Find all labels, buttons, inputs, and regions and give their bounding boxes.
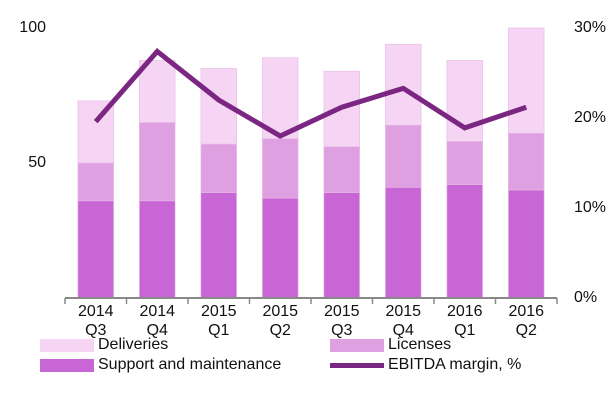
bar-segment <box>508 133 545 191</box>
bar-segment <box>262 197 299 299</box>
x-tick-label: 2015 Q2 <box>262 303 299 339</box>
x-tick-label: 2014 Q4 <box>139 303 176 339</box>
legend-swatch <box>40 338 94 352</box>
legend-item: Support and maintenance <box>40 355 281 375</box>
bar-segment <box>385 124 422 188</box>
bar-segment <box>77 162 114 202</box>
x-tick-label: 2015 Q4 <box>385 303 422 339</box>
x-tick-label: 2016 Q1 <box>446 303 483 339</box>
x-tick-label: 2015 Q3 <box>323 303 360 339</box>
y2-tick-label: 30% <box>574 19 606 36</box>
legend-item: Deliveries <box>40 335 168 355</box>
y-tick-label: 50 <box>28 154 46 171</box>
legend-item: EBITDA margin, % <box>330 355 521 375</box>
legend-swatch <box>40 358 94 372</box>
legend-item: Licenses <box>330 335 451 355</box>
line-series <box>93 47 528 139</box>
bar-segment <box>385 187 422 299</box>
bar-segment <box>446 184 483 299</box>
bar-segment <box>200 143 237 194</box>
x-tick-label: 2016 Q2 <box>508 303 545 339</box>
bar-segment <box>508 27 545 134</box>
bar-segment <box>77 200 114 299</box>
bar-segment <box>508 189 545 299</box>
bar-segment <box>200 192 237 299</box>
y-tick-label: 100 <box>19 19 46 36</box>
bar-segment <box>323 146 360 194</box>
y2-tick-label: 10% <box>574 199 606 216</box>
bar-segment <box>139 60 176 123</box>
bar-segment <box>262 57 299 140</box>
bar-segment <box>139 200 176 299</box>
legend-swatch <box>330 362 384 368</box>
bar-segment <box>385 43 422 126</box>
legend-label: EBITDA margin, % <box>388 356 522 373</box>
legend-label: Deliveries <box>98 336 169 353</box>
y2-tick-label: 20% <box>574 109 606 126</box>
bar-segment <box>446 141 483 185</box>
legend-label: Licenses <box>388 336 452 353</box>
bar-segment <box>323 192 360 299</box>
bar-segment <box>139 122 176 202</box>
x-tick-label: 2015 Q1 <box>200 303 237 339</box>
y2-tick-label: 0% <box>574 289 597 306</box>
legend-label: Support and maintenance <box>98 356 282 373</box>
bar-segment <box>262 138 299 199</box>
legend-swatch <box>330 338 384 352</box>
x-tick-label: 2014 Q3 <box>77 303 114 339</box>
